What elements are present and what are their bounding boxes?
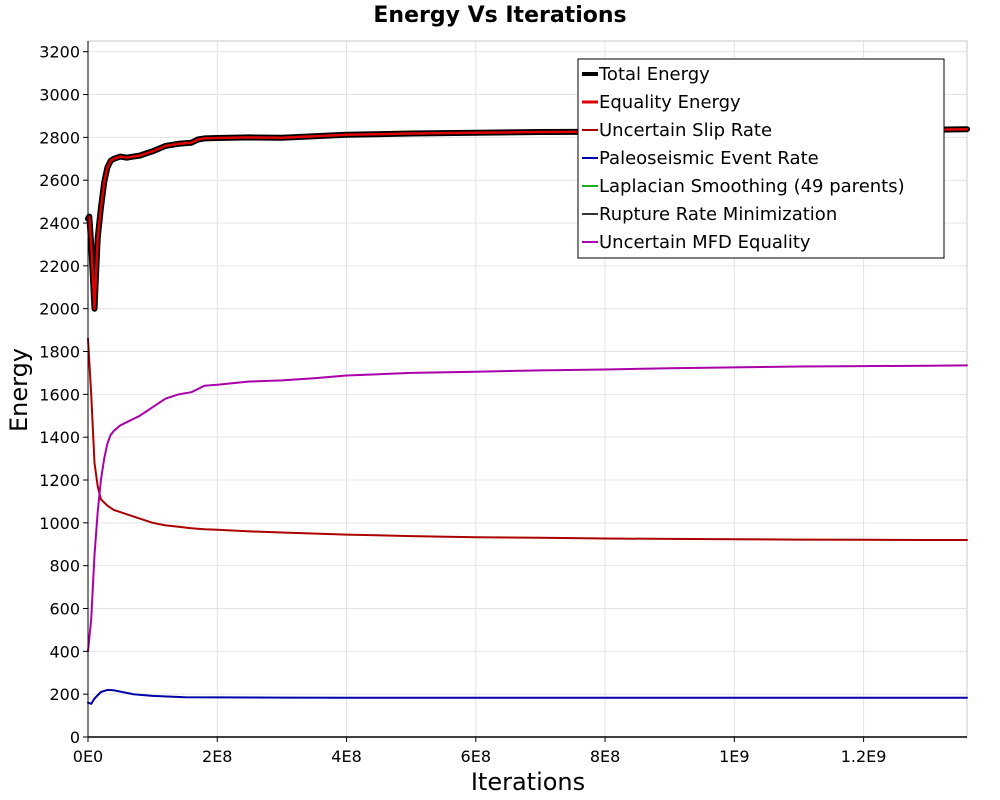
axes xyxy=(87,41,967,738)
x-tick-label-4: 8E8 xyxy=(590,747,620,766)
legend-label-1: Equality Energy xyxy=(599,92,741,113)
series-line-3 xyxy=(87,688,968,705)
legend-label-5: Rupture Rate Minimization xyxy=(599,204,837,225)
x-tick-label-5: 1E9 xyxy=(719,747,749,766)
legend-box xyxy=(577,58,945,259)
y-tick-label-3: 600 xyxy=(49,600,80,619)
y-tick-label-15: 3000 xyxy=(39,86,80,105)
y-tick-label-10: 2000 xyxy=(39,300,80,319)
y-tick-label-6: 1200 xyxy=(39,471,80,490)
y-tick-label-9: 1800 xyxy=(39,343,80,362)
legend-label-4: Laplacian Smoothing (49 parents) xyxy=(599,176,905,197)
y-tick-label-16: 3200 xyxy=(39,43,80,62)
y-tick-label-1: 200 xyxy=(49,685,80,704)
legend-label-3: Paleoseismic Event Rate xyxy=(599,148,819,169)
y-tick-label-0: 0 xyxy=(70,728,80,747)
y-tick-label-14: 2800 xyxy=(39,128,80,147)
legend-label-2: Uncertain Slip Rate xyxy=(599,120,772,141)
y-tick-label-8: 1600 xyxy=(39,385,80,404)
chart-title: Energy Vs Iterations xyxy=(373,3,626,28)
y-tick-label-11: 2200 xyxy=(39,257,80,276)
x-tick-label-2: 4E8 xyxy=(331,747,361,766)
x-axis-label: Iterations xyxy=(471,768,585,796)
x-tick-label-6: 1.2E9 xyxy=(841,747,887,766)
legend-label-6: Uncertain MFD Equality xyxy=(599,232,811,253)
y-tick-label-7: 1400 xyxy=(39,428,80,447)
x-tick-label-0: 0E0 xyxy=(73,747,103,766)
series-line-2 xyxy=(87,337,968,541)
y-tick-label-12: 2400 xyxy=(39,214,80,233)
legend-label-0: Total Energy xyxy=(598,64,710,85)
y-axis-label: Energy xyxy=(5,348,33,432)
y-tick-label-5: 1000 xyxy=(39,514,80,533)
x-tick-label-1: 2E8 xyxy=(202,747,232,766)
y-tick-label-2: 400 xyxy=(49,642,80,661)
series-line-6 xyxy=(87,364,968,653)
legend: Total Energy Equality Energy Uncertain Sli… xyxy=(577,58,945,259)
y-tick-label-4: 800 xyxy=(49,557,80,576)
x-ticks: 0E0 2E8 4E8 6E8 8E8 1E9 1.2E9 xyxy=(73,737,887,766)
x-tick-label-3: 6E8 xyxy=(461,747,491,766)
y-ticks: 0 200 400 600 800 1000 1200 1400 1600 1800 2000 220… xyxy=(39,43,88,747)
y-tick-label-13: 2600 xyxy=(39,171,80,190)
